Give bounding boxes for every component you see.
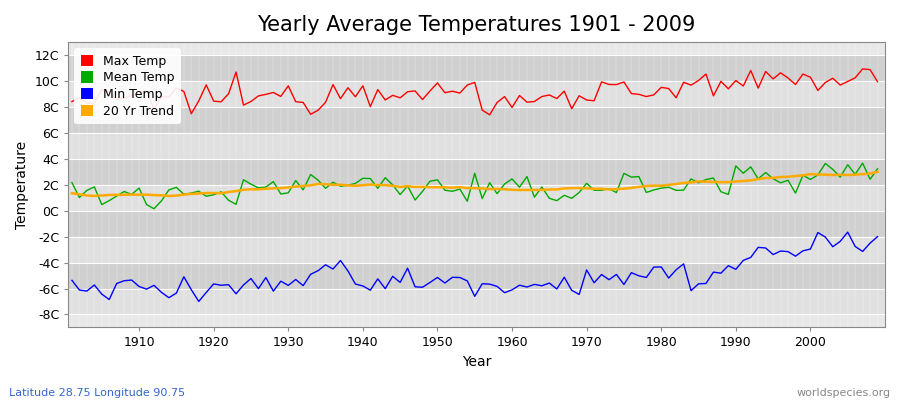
Text: Latitude 28.75 Longitude 90.75: Latitude 28.75 Longitude 90.75 <box>9 388 185 398</box>
Legend: Max Temp, Mean Temp, Min Temp, 20 Yr Trend: Max Temp, Mean Temp, Min Temp, 20 Yr Tre… <box>75 48 181 124</box>
Bar <box>68 262 885 288</box>
Bar <box>68 81 885 107</box>
Bar <box>68 288 885 314</box>
Bar <box>68 55 885 81</box>
Bar <box>68 185 885 211</box>
Title: Yearly Average Temperatures 1901 - 2009: Yearly Average Temperatures 1901 - 2009 <box>257 15 696 35</box>
Bar <box>68 211 885 237</box>
Y-axis label: Temperature: Temperature <box>15 141 29 229</box>
Bar <box>68 107 885 133</box>
Bar <box>68 133 885 159</box>
Text: worldspecies.org: worldspecies.org <box>796 388 891 398</box>
Bar <box>68 159 885 185</box>
Bar <box>68 237 885 262</box>
X-axis label: Year: Year <box>462 355 491 369</box>
